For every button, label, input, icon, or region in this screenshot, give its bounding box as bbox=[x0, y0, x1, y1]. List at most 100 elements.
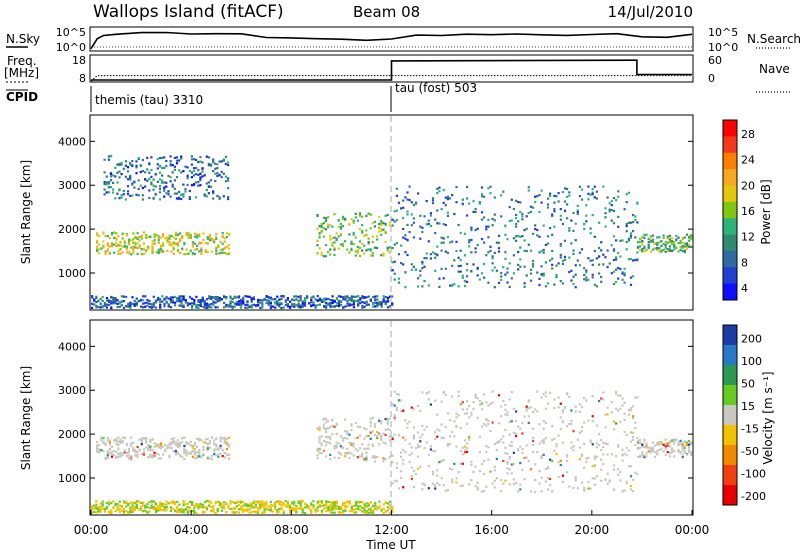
scatter-cell bbox=[406, 191, 409, 194]
scatter-cell bbox=[653, 247, 657, 250]
scatter-cell bbox=[278, 500, 281, 503]
scatter-cell bbox=[434, 232, 437, 235]
scatter-cell bbox=[606, 443, 609, 446]
scatter-cell bbox=[137, 179, 140, 182]
scatter-cell bbox=[553, 194, 556, 197]
scatter-cell bbox=[318, 236, 321, 239]
scatter-cell bbox=[195, 511, 198, 515]
scatter-cell bbox=[551, 257, 554, 260]
scatter-cell bbox=[532, 439, 535, 443]
scatter-cell bbox=[677, 443, 680, 446]
scatter-cell bbox=[406, 223, 409, 227]
scatter-cell bbox=[170, 437, 173, 441]
scatter-cell bbox=[497, 394, 501, 397]
colorbar-swatch bbox=[723, 201, 737, 219]
scatter-cell bbox=[629, 465, 633, 468]
scatter-cell bbox=[120, 196, 123, 199]
scatter-cell bbox=[187, 234, 190, 237]
scatter-cell bbox=[404, 286, 407, 289]
scatter-cell bbox=[170, 242, 173, 246]
scatter-cell bbox=[103, 158, 106, 161]
scatter-cell bbox=[144, 509, 147, 512]
velocity-scatter bbox=[91, 390, 693, 515]
scatter-cell bbox=[98, 234, 101, 238]
scatter-cell bbox=[140, 437, 143, 440]
scatter-cell bbox=[112, 188, 115, 191]
scatter-cell bbox=[574, 477, 577, 480]
scatter-cell bbox=[112, 302, 115, 305]
scatter-cell bbox=[658, 241, 661, 244]
scatter-cell bbox=[419, 410, 422, 413]
scatter-cell bbox=[421, 262, 424, 265]
scatter-cell bbox=[225, 235, 228, 239]
colorbar-swatch bbox=[723, 120, 737, 137]
scatter-cell bbox=[339, 225, 342, 229]
scatter-cell bbox=[576, 438, 579, 441]
scatter-cell bbox=[621, 404, 624, 407]
scatter-cell bbox=[325, 306, 328, 309]
scatter-cell bbox=[380, 305, 383, 308]
scatter-cell bbox=[337, 451, 340, 454]
scatter-cell bbox=[510, 472, 513, 475]
scatter-cell bbox=[354, 254, 357, 257]
scatter-cell bbox=[282, 295, 285, 298]
scatter-cell bbox=[639, 439, 642, 442]
scatter-cell bbox=[146, 301, 149, 304]
scatter-cell bbox=[591, 420, 594, 423]
scatter-cell bbox=[112, 299, 115, 302]
scatter-cell bbox=[384, 302, 387, 306]
scatter-cell bbox=[536, 228, 539, 232]
scatter-cell bbox=[534, 463, 537, 466]
x-tick-label: 08:00 bbox=[274, 523, 309, 537]
scatter-cell bbox=[673, 450, 676, 453]
scatter-cell bbox=[685, 453, 689, 456]
scatter-cell bbox=[468, 436, 471, 439]
scatter-cell bbox=[476, 397, 479, 400]
scatter-cell bbox=[352, 231, 355, 235]
scatter-cell bbox=[248, 295, 251, 298]
scatter-cell bbox=[169, 180, 172, 183]
scatter-cell bbox=[280, 501, 283, 504]
scatter-cell bbox=[369, 508, 372, 511]
scatter-cell bbox=[174, 304, 177, 307]
scatter-cell bbox=[129, 508, 132, 511]
scatter-cell bbox=[339, 227, 342, 230]
scatter-cell bbox=[414, 472, 418, 476]
scatter-cell bbox=[310, 296, 313, 299]
scatter-cell bbox=[122, 189, 125, 193]
scatter-cell bbox=[397, 399, 401, 402]
scatter-cell bbox=[506, 238, 509, 241]
scatter-cell bbox=[314, 298, 317, 301]
scatter-cell bbox=[271, 298, 275, 301]
scatter-cell bbox=[134, 453, 137, 456]
scatter-cell bbox=[354, 501, 358, 504]
scatter-cell bbox=[320, 226, 323, 229]
scatter-cell bbox=[463, 439, 467, 442]
scatter-cell bbox=[527, 399, 530, 402]
scatter-cell bbox=[306, 295, 309, 298]
scatter-cell bbox=[350, 247, 353, 250]
scatter-cell bbox=[566, 392, 569, 395]
scatter-cell bbox=[378, 223, 381, 226]
scatter-cell bbox=[612, 249, 616, 252]
scatter-cell bbox=[118, 510, 121, 513]
scatter-cell bbox=[583, 222, 586, 226]
scatter-cell bbox=[643, 246, 646, 250]
scatter-cell bbox=[303, 304, 307, 307]
scatter-cell bbox=[585, 214, 588, 217]
scatter-cell bbox=[365, 296, 368, 299]
scatter-cell bbox=[583, 421, 586, 424]
scatter-cell bbox=[216, 507, 219, 510]
scatter-cell bbox=[658, 442, 661, 445]
scatter-cell bbox=[148, 506, 151, 510]
scatter-cell bbox=[410, 201, 413, 204]
scatter-cell bbox=[480, 218, 484, 221]
scatter-cell bbox=[617, 468, 620, 471]
scatter-cell bbox=[361, 295, 364, 298]
scatter-cell bbox=[212, 197, 215, 200]
scatter-cell bbox=[459, 249, 462, 252]
scatter-cell bbox=[591, 191, 594, 194]
scatter-cell bbox=[350, 452, 353, 455]
scatter-cell bbox=[344, 298, 347, 301]
scatter-cell bbox=[314, 510, 317, 513]
